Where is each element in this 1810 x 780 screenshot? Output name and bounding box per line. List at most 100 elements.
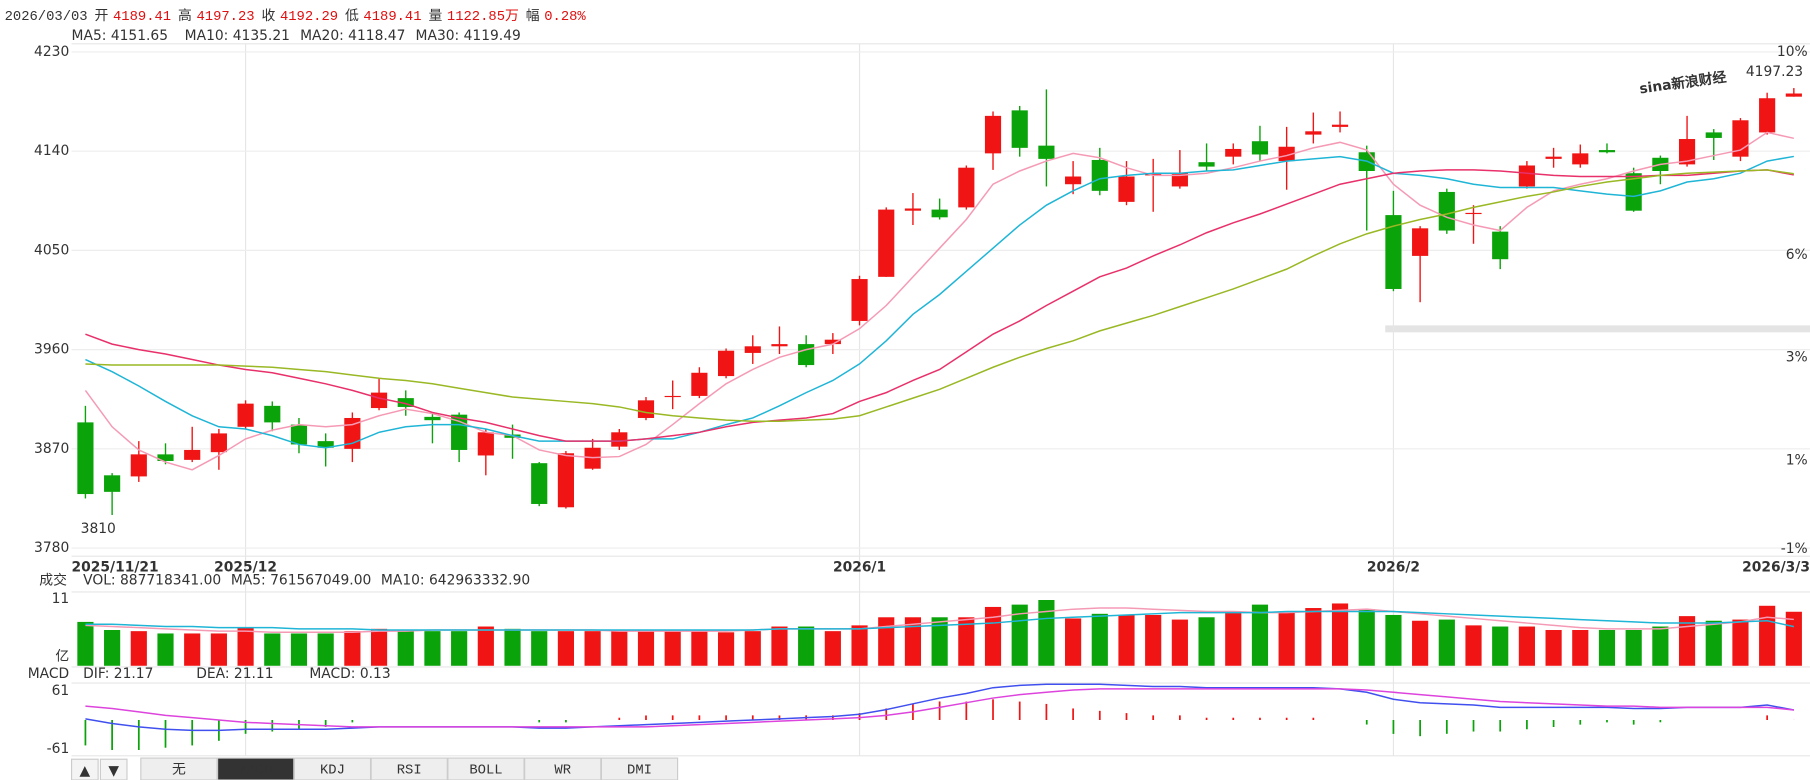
candle-body [771,344,788,347]
volume-bar [557,631,574,666]
tab[interactable]: WR [524,757,602,780]
arrow-button-label: ▲ [80,763,91,779]
tab-label: RSI [397,762,422,778]
candle-body [1492,231,1509,260]
overlay-label: 6% [1786,247,1808,263]
arrow-button-label: ▼ [108,763,119,779]
volume-bar [851,625,868,666]
candle-body [1518,165,1535,187]
tab[interactable]: MACD [217,757,295,780]
x-tick-label: 2025/11/21 [72,560,159,576]
candle-body [1705,132,1722,138]
candle-body [237,403,254,427]
macd-line [85,688,1794,728]
volume-bar [744,631,761,666]
candle-body [370,392,388,409]
candle-body [1038,145,1055,159]
tab[interactable]: 无 [140,757,218,780]
volume-bar [1678,616,1696,666]
volume-bar [157,633,174,666]
y-tick-label: 11 [52,591,70,607]
y-tick-label: -61 [47,741,70,757]
candle-body [1412,228,1429,256]
tab-label: 无 [172,762,186,778]
volume-bar [958,617,975,666]
volume-bar [1385,614,1402,666]
volume-bar [984,606,1002,666]
label: 收 [262,8,276,25]
value: 4189.41 [363,9,421,25]
volume-bar [1251,604,1269,666]
indicator-tabs: ▲ ▼ 无 MACD KDJ RSI BOLL WR DMI [70,757,679,780]
tab-label: MACD [239,762,272,778]
volume-bar [1091,613,1108,666]
candle-body [1572,153,1589,165]
panel-title: 成交 [39,571,67,588]
volume-ma-line [85,610,1795,631]
volume-ma-line [85,607,1794,634]
label: 量 [428,8,442,25]
candle-body [1331,124,1349,127]
volume-bar [717,632,735,666]
volume-bar [771,626,788,666]
high-label: 4197.23 [1746,64,1803,80]
volume-bar [1518,626,1535,666]
volume-bar [1759,605,1776,666]
tab[interactable]: DMI [600,757,679,780]
candle-body [130,454,147,477]
candle-body [77,422,94,495]
tab[interactable]: RSI [370,757,448,780]
label: 低 [345,8,359,25]
candle-body [1065,176,1082,185]
volume-bar [1572,629,1589,666]
volume-bar [1598,629,1616,666]
candle-body [1118,176,1135,202]
candle-body [1251,141,1269,155]
candle-body [424,416,441,421]
candle-body [477,432,494,456]
volume-bar [664,631,681,666]
label: 幅 [526,8,540,25]
candle-body [1545,156,1562,159]
y-tick-label: 3960 [34,342,69,358]
candle-body [1625,173,1642,211]
volume-bar [1465,625,1482,666]
panel-title: MACD [28,666,69,682]
volume-bar [130,631,147,666]
candle-body [984,115,1002,154]
volume-bar [1412,620,1429,666]
label: 高 [178,7,192,25]
candle-body [1385,215,1402,289]
volume-bar [210,633,227,666]
y-tick-label: 3780 [34,540,69,556]
volume-bar [798,626,815,666]
candle-body [210,433,227,453]
tab[interactable]: BOLL [447,757,525,780]
volume-bar [1198,617,1215,666]
volume-bar [184,633,201,666]
tab[interactable]: KDJ [293,757,372,780]
y-tick-label: 3870 [34,441,69,457]
candle-body [1759,98,1776,133]
volume-bar [1438,619,1455,666]
candle-body [531,463,548,504]
volume-bar [290,633,308,666]
candle-body [264,405,281,423]
candle-body [1145,173,1162,176]
legend-entry: MACD: 0.13 [309,666,390,682]
volume-bar [1145,614,1162,666]
candle-body [104,475,121,492]
volume-bar [1785,611,1802,666]
volume-bar [397,631,414,666]
volume-bar [1545,629,1562,666]
volume-bar [1118,614,1135,666]
volume-bar [77,621,94,666]
volume-bar [584,631,601,666]
volume-bar [424,631,441,666]
candle-body [1598,150,1616,153]
tab-label: DMI [627,762,652,778]
tab-label: BOLL [469,762,502,778]
candle-body [824,339,841,345]
